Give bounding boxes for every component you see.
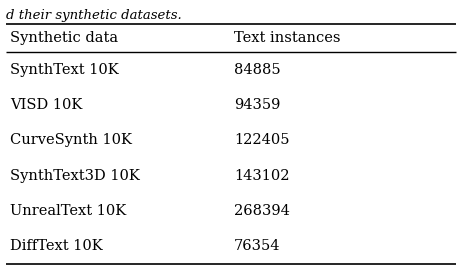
Text: SynthText 10K: SynthText 10K xyxy=(10,63,119,77)
Text: d their synthetic datasets.: d their synthetic datasets. xyxy=(6,9,182,22)
Text: 76354: 76354 xyxy=(234,239,280,253)
Text: UnrealText 10K: UnrealText 10K xyxy=(10,204,126,218)
Text: SynthText3D 10K: SynthText3D 10K xyxy=(10,169,140,183)
Text: DiffText 10K: DiffText 10K xyxy=(10,239,103,253)
Text: 143102: 143102 xyxy=(234,169,290,183)
Text: 122405: 122405 xyxy=(234,133,290,147)
Text: VISD 10K: VISD 10K xyxy=(10,98,82,112)
Text: Text instances: Text instances xyxy=(234,31,340,45)
Text: 84885: 84885 xyxy=(234,63,280,77)
Text: 94359: 94359 xyxy=(234,98,280,112)
Text: 268394: 268394 xyxy=(234,204,290,218)
Text: Synthetic data: Synthetic data xyxy=(10,31,118,45)
Text: CurveSynth 10K: CurveSynth 10K xyxy=(10,133,132,147)
